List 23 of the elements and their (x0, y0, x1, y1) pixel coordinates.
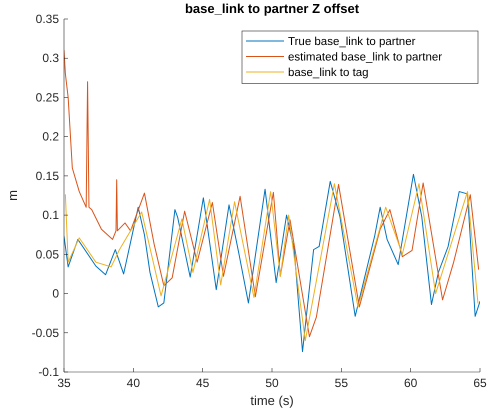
y-tick-label: 0.25 (36, 90, 60, 104)
y-tick-label: -0.1 (38, 365, 60, 379)
x-tick-label: 45 (196, 376, 210, 390)
y-tick-label: 0.3 (42, 51, 60, 66)
x-tick-label: 35 (57, 376, 71, 390)
y-tick-label: 0.15 (36, 168, 60, 183)
legend-label: estimated base_link to partner (288, 52, 442, 64)
y-tick-label: 0.05 (36, 247, 60, 262)
x-axis-title: time (s) (250, 393, 294, 408)
x-tick-label: 40 (126, 376, 140, 390)
legend-label: base_link to tag (288, 67, 369, 79)
legend-label: True base_link to partner (288, 36, 416, 48)
y-tick-label: 0.35 (36, 12, 60, 26)
y-tick-label: 0 (52, 286, 60, 301)
y-tick-label: 0.2 (42, 130, 60, 144)
x-tick-label: 65 (473, 376, 487, 390)
x-tick-label: 50 (265, 376, 279, 390)
y-tick-label: -0.05 (32, 326, 60, 340)
x-tick-label: 60 (404, 376, 418, 390)
x-tick-label: 55 (334, 376, 348, 390)
chart-title: base_link to partner Z offset (184, 1, 360, 16)
y-axis-title: m (5, 190, 20, 201)
y-tick-label: 0.1 (42, 208, 60, 222)
